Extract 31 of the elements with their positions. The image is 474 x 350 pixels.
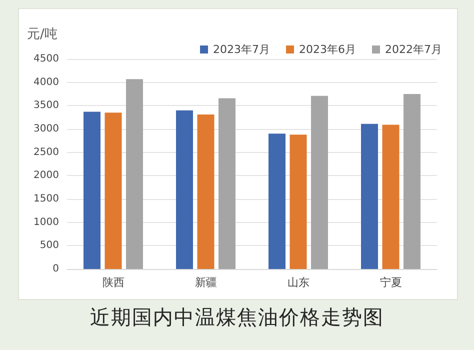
bar [104,112,122,269]
y-tick-label: 3000 [34,124,59,134]
bar [311,96,328,269]
bar [404,94,420,269]
x-tick-label: 陕西 [102,276,124,289]
legend-label: 2023年6月 [299,43,356,56]
bar [268,134,286,269]
legend-label: 2023年7月 [213,43,270,56]
bar [361,124,378,269]
legend-label: 2022年7月 [385,43,442,56]
bar [197,114,214,269]
bar [84,112,100,269]
x-tick-label: 山东 [287,276,310,289]
bar [382,124,400,269]
bar [126,79,143,269]
bar [218,98,236,269]
y-tick-label: 2500 [34,146,59,158]
x-tick-label: 宁夏 [380,276,402,289]
y-tick-label: 500 [40,240,59,252]
y-tick-label: 3500 [34,100,59,112]
y-tick-label: 1000 [34,216,59,228]
y-axis-title: 元/吨 [27,27,58,42]
y-tick-label: 4500 [34,54,59,64]
text: 近期国内中温煤焦油价格走势图 [89,304,385,331]
y-tick-label: 0 [52,264,59,274]
x-tick-label: 新疆 [194,276,217,289]
y-tick-label: 1500 [34,194,59,204]
bar [176,110,193,269]
y-tick-label: 2000 [34,170,59,182]
y-tick-label: 4000 [34,76,59,88]
bar [290,134,307,269]
